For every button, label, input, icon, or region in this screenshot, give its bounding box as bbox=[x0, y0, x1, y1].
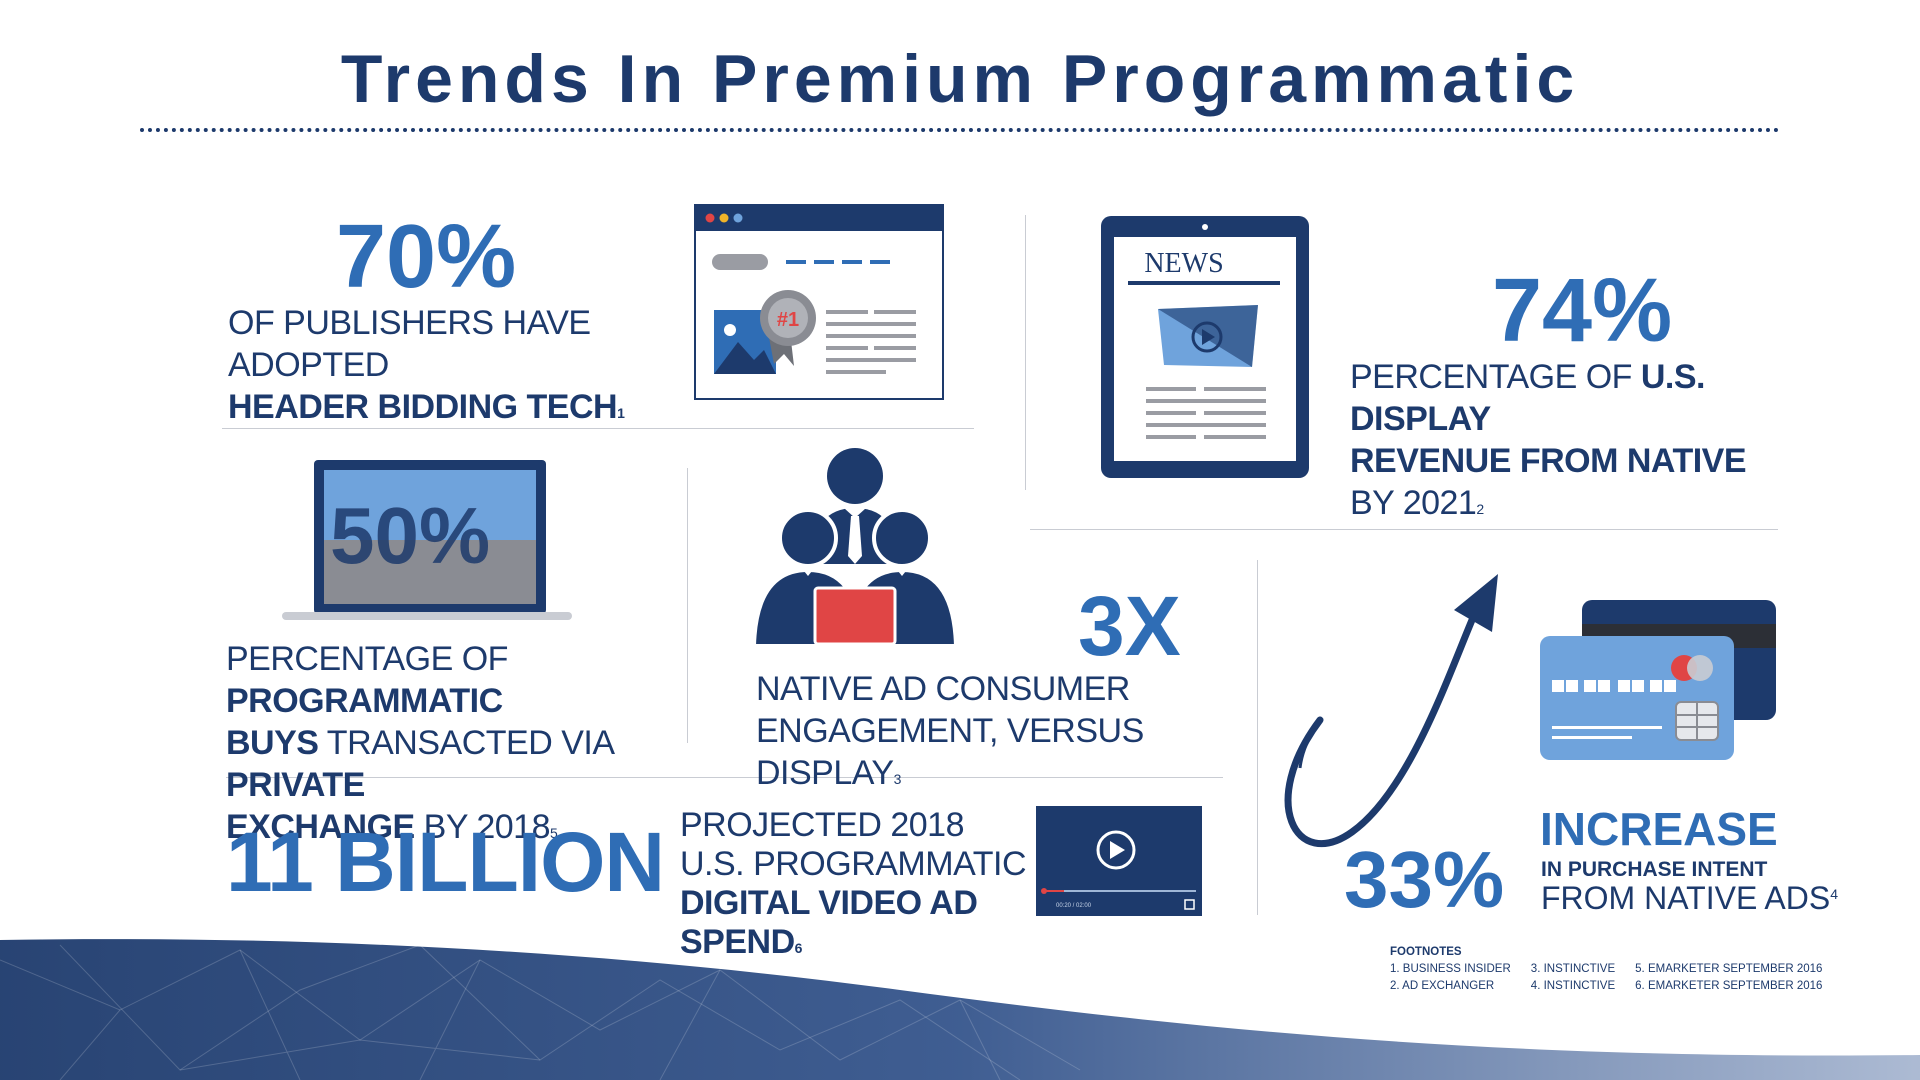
stat-50-line1: PERCENTAGE OF PROGRAMMATIC bbox=[226, 638, 686, 722]
stat-50-caption: PERCENTAGE OF PROGRAMMATIC BUYS TRANSACT… bbox=[226, 638, 686, 848]
stat-33-value: 33% bbox=[1344, 835, 1505, 924]
footnote-6: 6. EMARKETER SEPTEMBER 2016 bbox=[1635, 980, 1823, 992]
stat-50-line3: EXCHANGE BY 20185 bbox=[226, 806, 686, 848]
stat-3x-caption: NATIVE AD CONSUMER ENGAGEMENT, VERSUS DI… bbox=[756, 668, 1216, 794]
stat-74-line1: PERCENTAGE OF U.S. DISPLAY bbox=[1350, 356, 1780, 440]
footnotes-col-3: 5. EMARKETER SEPTEMBER 2016 6. EMARKETER… bbox=[1635, 961, 1822, 995]
stat-11b-line2: U.S. PROGRAMMATIC bbox=[680, 845, 1027, 883]
footnote-3: 3. INSTINCTIVE bbox=[1530, 963, 1616, 975]
video-player-icon: 00:20 / 02:00 bbox=[1036, 806, 1202, 916]
stat-70-line2: HEADER BIDDING TECH1 bbox=[228, 386, 648, 428]
divider-h-1 bbox=[222, 428, 974, 429]
footnotes-col-2: 3. INSTINCTIVE 4. INSTINCTIVE bbox=[1531, 961, 1615, 995]
stat-50-l3-plain: BY 2018 bbox=[414, 808, 551, 846]
footnotes-col-1: 1. BUSINESS INSIDER 2. AD EXCHANGER bbox=[1390, 961, 1511, 995]
stat-50-l2-plain: TRANSACTED VIA bbox=[318, 724, 613, 762]
footnote-1: 1. BUSINESS INSIDER bbox=[1390, 963, 1511, 975]
stat-70-line1: OF PUBLISHERS HAVE ADOPTED bbox=[228, 304, 591, 384]
stat-11b-caption: PROJECTED 2018 U.S. PROGRAMMATIC DIGITAL… bbox=[680, 806, 1040, 962]
stat-74-line2-plain: BY 2021 bbox=[1350, 484, 1477, 522]
stat-11b-line1: PROJECTED 2018 bbox=[680, 806, 965, 844]
footnotes-columns: 1. BUSINESS INSIDER 2. AD EXCHANGER 3. I… bbox=[1390, 961, 1822, 995]
title-dotted-divider bbox=[140, 128, 1780, 132]
stat-11b-line3-bold: DIGITAL VIDEO AD SPEND bbox=[680, 884, 978, 961]
stat-3x-value: 3X bbox=[1078, 579, 1181, 673]
stat-33-line3: FROM NATIVE ADS4 bbox=[1541, 880, 1838, 917]
footnote-2: 2. AD EXCHANGER bbox=[1390, 980, 1495, 992]
stat-74-line1-bold: U.S. DISPLAY bbox=[1350, 358, 1705, 438]
stat-70-caption: OF PUBLISHERS HAVE ADOPTED HEADER BIDDIN… bbox=[228, 302, 648, 428]
stat-3x-line2: ENGAGEMENT, VERSUS DISPLAY3 bbox=[756, 710, 1216, 794]
stat-50-l2-bold2: PRIVATE bbox=[226, 766, 365, 804]
credit-cards-icon bbox=[1540, 600, 1776, 760]
footnote-4: 4. INSTINCTIVE bbox=[1530, 980, 1616, 992]
browser-window-icon: #1 bbox=[694, 204, 944, 400]
stat-74-value: 74% bbox=[1492, 261, 1673, 361]
business-team-icon bbox=[752, 448, 958, 648]
tablet-news-icon: NEWS bbox=[1101, 216, 1309, 478]
stat-50-l3-bold: EXCHANGE bbox=[226, 808, 415, 846]
stat-50-line2: BUYS TRANSACTED VIA PRIVATE bbox=[226, 722, 686, 806]
divider-h-3 bbox=[226, 777, 1223, 778]
stat-74-line1-plain: PERCENTAGE OF bbox=[1350, 358, 1641, 396]
stat-70-line2-bold: HEADER BIDDING TECH bbox=[228, 388, 618, 426]
stat-70-value: 70% bbox=[336, 207, 517, 307]
stat-74-line2-bold: REVENUE FROM NATIVE bbox=[1350, 442, 1747, 480]
laptop-icon bbox=[282, 460, 572, 620]
footnote-ref-1: 1 bbox=[617, 405, 625, 421]
tablet-news-heading: NEWS bbox=[1144, 248, 1223, 279]
award-ribbon-icon: #1 bbox=[760, 290, 816, 366]
stat-50-value: 50% bbox=[330, 491, 491, 580]
video-player-time: 00:20 / 02:00 bbox=[1056, 903, 1092, 909]
stat-33-line3-text: FROM NATIVE ADS bbox=[1541, 880, 1831, 916]
footnote-ref-4: 4 bbox=[1830, 886, 1839, 902]
footnote-ref-6: 6 bbox=[794, 940, 803, 956]
stat-50-l2-bold: BUYS bbox=[226, 724, 319, 762]
stat-74-caption: PERCENTAGE OF U.S. DISPLAY REVENUE FROM … bbox=[1350, 356, 1780, 524]
divider-h-2 bbox=[1030, 529, 1778, 530]
stat-74-line2: REVENUE FROM NATIVE BY 20212 bbox=[1350, 440, 1780, 524]
divider-v-2 bbox=[687, 468, 688, 743]
footnote-ref-2: 2 bbox=[1476, 501, 1484, 517]
upward-arrow-icon bbox=[1284, 574, 1498, 848]
footnote-5: 5. EMARKETER SEPTEMBER 2016 bbox=[1635, 963, 1823, 975]
stat-50-l1-bold: PROGRAMMATIC bbox=[226, 682, 503, 720]
award-badge-text: #1 bbox=[777, 309, 799, 331]
footnotes: FOOTNOTES 1. BUSINESS INSIDER 2. AD EXCH… bbox=[1390, 944, 1822, 995]
footnotes-heading: FOOTNOTES bbox=[1390, 946, 1462, 958]
divider-v-1 bbox=[1025, 215, 1026, 490]
footnote-ref-3: 3 bbox=[893, 771, 902, 787]
stat-33-line2: IN PURCHASE INTENT bbox=[1541, 858, 1768, 881]
stat-11b-line3: DIGITAL VIDEO AD SPEND6 bbox=[680, 884, 1040, 962]
stat-11b-value: 11 BILLION bbox=[226, 815, 665, 909]
stat-50-l1-plain: PERCENTAGE OF bbox=[226, 640, 508, 678]
footnote-ref-5: 5 bbox=[549, 825, 558, 841]
stat-3x-line2-text: ENGAGEMENT, VERSUS DISPLAY bbox=[756, 712, 1144, 792]
stat-3x-line1: NATIVE AD CONSUMER bbox=[756, 670, 1130, 708]
page-title: Trends In Premium Programmatic bbox=[340, 41, 1580, 117]
divider-v-3 bbox=[1257, 560, 1258, 915]
stat-33-line1: INCREASE bbox=[1540, 803, 1778, 855]
